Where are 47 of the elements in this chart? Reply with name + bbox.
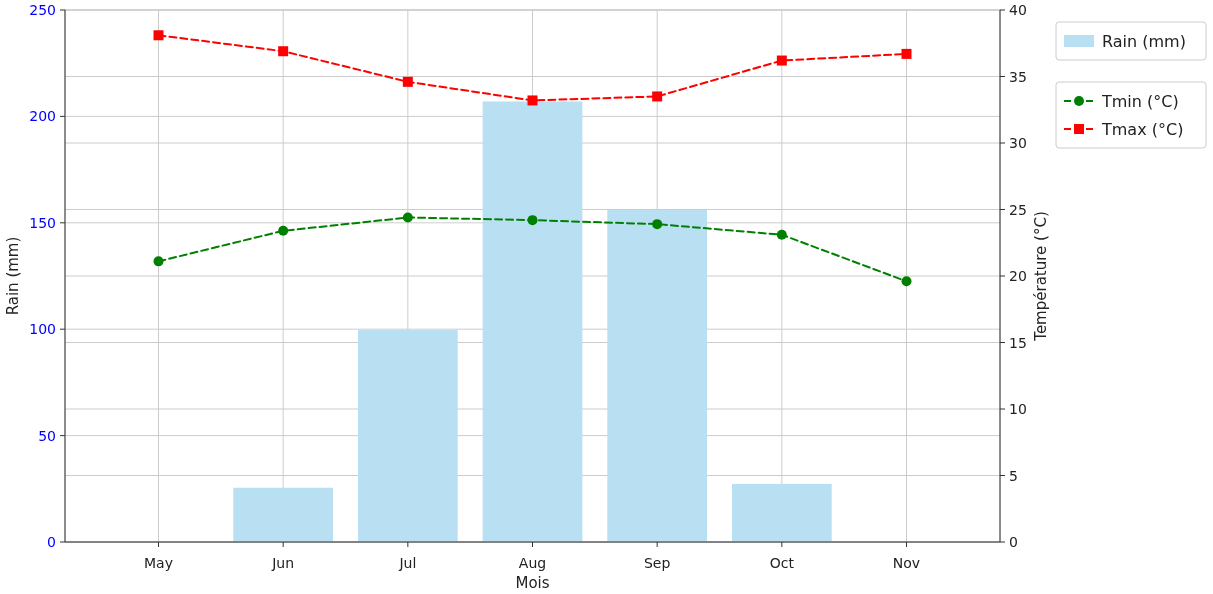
bar: [357, 330, 458, 542]
y-tick-label: 50: [38, 427, 56, 444]
y2-tick-label: 5: [1009, 467, 1018, 484]
bar: [233, 487, 334, 542]
legend-label: Tmax (°C): [1101, 120, 1184, 139]
point: [776, 55, 787, 66]
point: [402, 212, 413, 223]
point: [901, 276, 912, 287]
x-tick-label: Jun: [271, 555, 295, 571]
point: [278, 225, 289, 236]
y-tick-label: 200: [29, 108, 56, 125]
y-tick-label: 100: [29, 321, 56, 338]
y-axis-title: Rain (mm): [4, 236, 22, 316]
x-tick-label: Nov: [892, 555, 921, 571]
legend-label: Tmin (°C): [1101, 92, 1179, 111]
y2-tick-label: 10: [1009, 401, 1027, 417]
bar: [607, 210, 708, 542]
y-tick-label: 150: [29, 214, 56, 231]
point: [402, 76, 413, 87]
legend-label: Rain (mm): [1102, 32, 1186, 51]
y2-tick-label: 25: [1009, 201, 1027, 218]
bar: [731, 483, 832, 542]
y2-tick-label: 35: [1009, 68, 1027, 85]
point: [278, 46, 289, 57]
x-tick-label: Aug: [518, 555, 547, 571]
point: [652, 91, 663, 102]
point: [527, 95, 538, 106]
bar: [482, 101, 583, 542]
point: [153, 30, 164, 41]
y-tick-label: 0: [47, 534, 56, 550]
x-tick-label: Sep: [643, 555, 671, 571]
point: [153, 256, 164, 267]
y-tick-label: 250: [29, 2, 56, 18]
x-tick-label: Oct: [769, 555, 795, 571]
point: [776, 229, 787, 240]
point: [527, 215, 538, 226]
x-tick-label: May: [144, 555, 173, 571]
point: [652, 219, 663, 230]
y2-tick-label: 30: [1009, 135, 1027, 151]
x-tick-label: Jul: [398, 555, 417, 571]
y2-tick-label: 15: [1009, 334, 1027, 351]
y2-axis-title: Température (°C): [1032, 211, 1050, 342]
x-axis-title: Mois: [515, 574, 550, 592]
y2-tick-label: 20: [1009, 268, 1027, 284]
y2-tick-label: 40: [1009, 2, 1027, 18]
y2-tick-label: 0: [1009, 534, 1018, 550]
point: [901, 48, 912, 59]
